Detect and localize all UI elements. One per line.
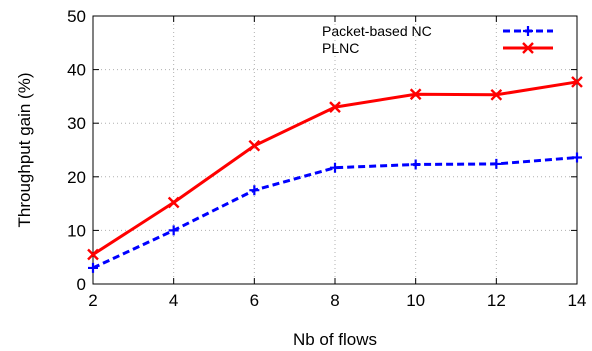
y-tick-label: 50 — [67, 7, 86, 26]
series-group — [87, 76, 583, 273]
data-point — [329, 101, 341, 113]
x-tick-label: 2 — [88, 291, 97, 310]
data-point — [491, 158, 502, 169]
x-axis-ticks: 2 4 6 8 10 12 14 — [88, 16, 586, 310]
data-point — [330, 162, 340, 173]
data-point — [409, 88, 422, 101]
x-tick-label: 12 — [487, 291, 506, 310]
data-point — [572, 152, 582, 163]
x-tick-label: 10 — [406, 291, 425, 310]
data-point — [249, 185, 260, 196]
y-tick-label: 20 — [67, 168, 86, 187]
data-point — [87, 248, 99, 261]
data-point — [248, 139, 261, 152]
x-tick-label: 4 — [169, 291, 178, 310]
y-tick-label: 40 — [67, 61, 86, 80]
data-point — [571, 76, 583, 88]
data-point — [88, 262, 98, 273]
y-axis-title: Throughput gain (%) — [15, 73, 34, 228]
legend-item: Packet-based NC — [322, 23, 553, 39]
grid-lines — [93, 16, 577, 284]
y-axis-ticks: 0 10 20 30 40 50 — [67, 7, 577, 294]
series-2 — [87, 76, 583, 261]
legend-item: PLNC — [322, 40, 553, 56]
data-point — [523, 26, 533, 36]
y-tick-label: 30 — [67, 114, 86, 133]
data-point — [168, 225, 179, 236]
legend-label: Packet-based NC — [322, 23, 432, 39]
data-point — [522, 42, 534, 54]
data-point — [410, 159, 421, 170]
x-tick-label: 8 — [330, 291, 339, 310]
x-axis-title: Nb of flows — [293, 330, 377, 349]
y-tick-label: 0 — [77, 275, 86, 294]
x-tick-label: 14 — [568, 291, 587, 310]
y-tick-label: 10 — [67, 221, 86, 240]
x-tick-label: 6 — [250, 291, 259, 310]
data-point — [490, 88, 503, 101]
legend-label: PLNC — [322, 40, 359, 56]
series-1 — [88, 152, 582, 273]
data-point — [167, 196, 180, 209]
